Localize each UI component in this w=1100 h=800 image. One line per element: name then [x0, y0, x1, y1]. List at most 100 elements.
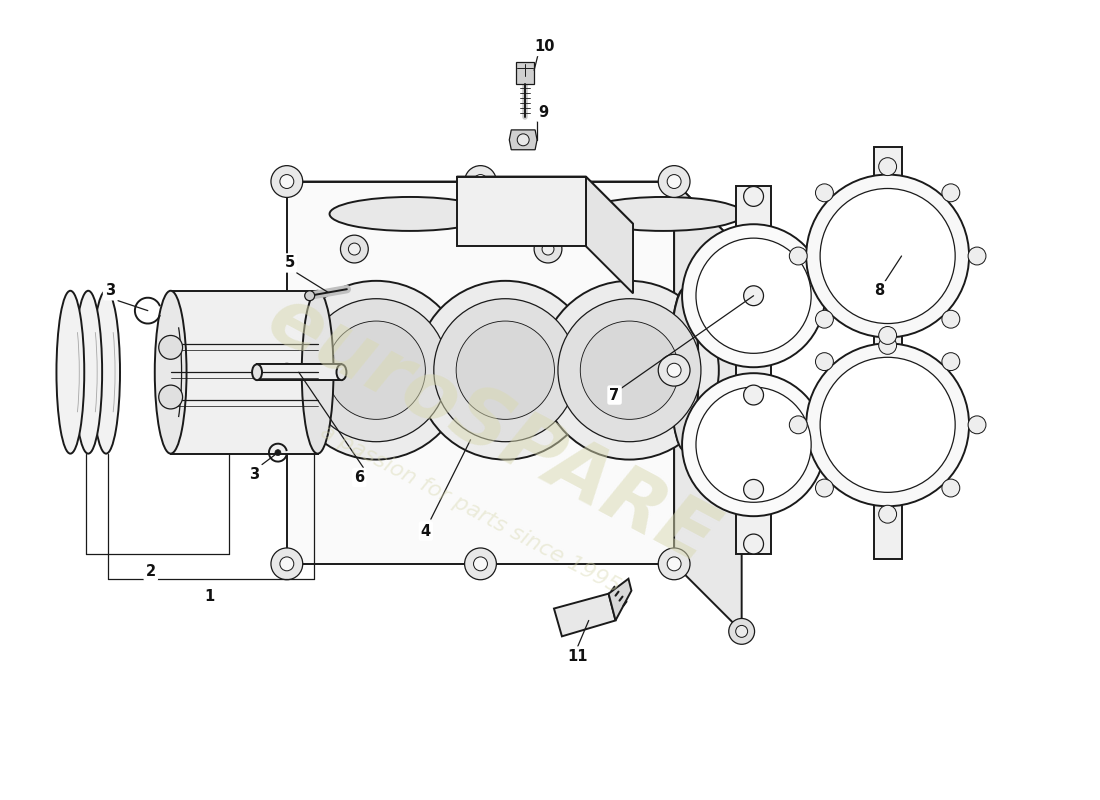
Ellipse shape: [670, 289, 698, 450]
Circle shape: [682, 373, 825, 516]
Circle shape: [815, 479, 834, 497]
Text: 3: 3: [104, 283, 116, 298]
Circle shape: [275, 450, 280, 456]
Circle shape: [942, 479, 960, 497]
Circle shape: [879, 326, 896, 344]
Circle shape: [158, 335, 183, 359]
Text: 3: 3: [249, 467, 260, 482]
Polygon shape: [554, 594, 616, 636]
Circle shape: [416, 281, 595, 459]
Circle shape: [279, 363, 294, 377]
Circle shape: [744, 534, 763, 554]
Circle shape: [668, 557, 681, 571]
Text: 11: 11: [568, 649, 588, 664]
Circle shape: [942, 184, 960, 202]
Polygon shape: [509, 130, 537, 150]
Circle shape: [815, 310, 834, 328]
Text: 2: 2: [145, 564, 156, 579]
Polygon shape: [516, 62, 535, 84]
Circle shape: [682, 224, 825, 367]
Circle shape: [581, 321, 679, 419]
Circle shape: [341, 235, 368, 263]
Circle shape: [327, 321, 426, 419]
Text: 1: 1: [205, 589, 214, 604]
Circle shape: [879, 158, 896, 175]
Circle shape: [271, 548, 303, 580]
Polygon shape: [287, 182, 674, 564]
Circle shape: [473, 174, 487, 189]
Ellipse shape: [252, 364, 262, 380]
Circle shape: [542, 243, 554, 255]
Circle shape: [736, 434, 748, 446]
Text: 10: 10: [535, 39, 556, 54]
Text: 4: 4: [421, 523, 431, 538]
Circle shape: [456, 321, 554, 419]
Ellipse shape: [583, 197, 744, 231]
Polygon shape: [287, 182, 741, 249]
Circle shape: [821, 189, 955, 323]
Circle shape: [540, 281, 718, 459]
Circle shape: [279, 174, 294, 189]
Circle shape: [736, 626, 748, 638]
Circle shape: [736, 243, 748, 255]
Circle shape: [349, 243, 361, 255]
Circle shape: [658, 354, 690, 386]
Circle shape: [517, 134, 529, 146]
Ellipse shape: [75, 290, 102, 454]
Polygon shape: [674, 182, 741, 631]
Polygon shape: [456, 177, 632, 224]
Polygon shape: [257, 364, 341, 380]
Circle shape: [464, 548, 496, 580]
Text: 7: 7: [609, 387, 619, 402]
Circle shape: [158, 385, 183, 409]
Circle shape: [744, 385, 763, 405]
Circle shape: [728, 236, 755, 262]
Circle shape: [668, 363, 681, 377]
Ellipse shape: [56, 290, 85, 454]
Circle shape: [806, 343, 969, 506]
Circle shape: [744, 186, 763, 206]
Circle shape: [271, 166, 303, 198]
Circle shape: [736, 243, 748, 255]
Circle shape: [696, 238, 811, 354]
Text: 9: 9: [538, 105, 548, 119]
Ellipse shape: [337, 364, 346, 380]
Ellipse shape: [301, 290, 333, 454]
Circle shape: [279, 557, 294, 571]
Polygon shape: [736, 186, 771, 554]
Circle shape: [968, 416, 986, 434]
Text: 5: 5: [285, 255, 295, 270]
Text: a passion for parts since 1995: a passion for parts since 1995: [318, 422, 624, 597]
Ellipse shape: [305, 290, 315, 301]
Polygon shape: [873, 146, 902, 559]
Circle shape: [879, 506, 896, 523]
Ellipse shape: [92, 290, 120, 454]
Circle shape: [668, 174, 681, 189]
Circle shape: [790, 416, 807, 434]
Circle shape: [744, 286, 763, 306]
Circle shape: [790, 247, 807, 265]
Circle shape: [728, 235, 756, 263]
Circle shape: [728, 427, 755, 453]
Circle shape: [464, 166, 496, 198]
Circle shape: [433, 298, 576, 442]
Circle shape: [271, 354, 303, 386]
Ellipse shape: [330, 197, 491, 231]
Circle shape: [744, 479, 763, 499]
Text: euroSPARE: euroSPARE: [253, 279, 727, 581]
Circle shape: [696, 387, 811, 502]
Text: 8: 8: [874, 283, 884, 298]
Circle shape: [879, 337, 896, 354]
Polygon shape: [585, 177, 632, 294]
Circle shape: [535, 235, 562, 263]
Circle shape: [658, 166, 690, 198]
Polygon shape: [608, 578, 631, 621]
Polygon shape: [170, 290, 318, 454]
Ellipse shape: [155, 290, 187, 454]
Circle shape: [558, 298, 701, 442]
Polygon shape: [456, 177, 585, 246]
Circle shape: [728, 618, 755, 644]
Circle shape: [942, 353, 960, 370]
Circle shape: [658, 548, 690, 580]
Circle shape: [968, 247, 986, 265]
